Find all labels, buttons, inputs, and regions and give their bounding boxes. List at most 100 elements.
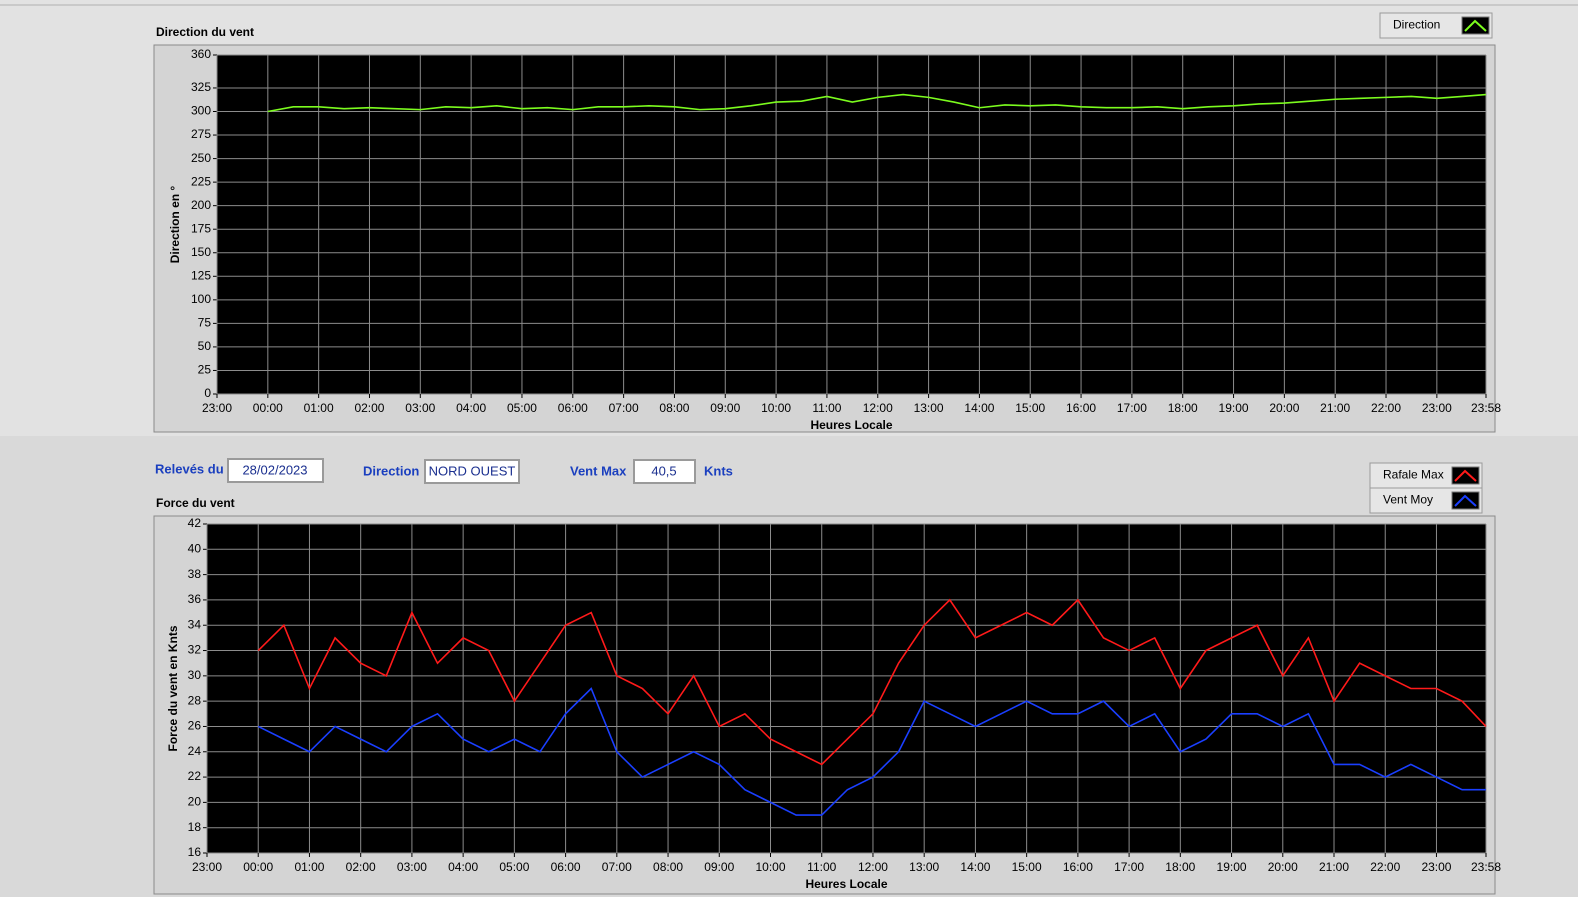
x-tick-label: 21:00 — [1320, 401, 1350, 415]
x-tick-label: 18:00 — [1165, 860, 1195, 874]
y-tick-label: 32 — [188, 643, 202, 657]
x-tick-label: 23:00 — [1422, 401, 1452, 415]
vent-max-value: 40,5 — [651, 463, 676, 478]
x-tick-label: 06:00 — [551, 860, 581, 874]
y-tick-label: 38 — [188, 567, 202, 581]
chart-title: Direction du vent — [156, 25, 254, 39]
y-tick-label: 34 — [188, 617, 202, 631]
x-tick-label: 00:00 — [253, 401, 283, 415]
x-tick-label: 19:00 — [1219, 401, 1249, 415]
x-tick-label: 13:00 — [909, 860, 939, 874]
y-tick-label: 24 — [188, 744, 202, 758]
x-tick-label: 16:00 — [1066, 401, 1096, 415]
x-tick-label: 18:00 — [1168, 401, 1198, 415]
x-tick-label: 11:00 — [807, 860, 836, 874]
y-axis-label: Force du vent en Knts — [166, 625, 180, 751]
x-tick-label: 21:00 — [1319, 860, 1349, 874]
x-tick-label: 19:00 — [1217, 860, 1247, 874]
x-tick-label: 08:00 — [659, 401, 689, 415]
x-tick-label: 00:00 — [243, 860, 273, 874]
x-tick-label: 16:00 — [1063, 860, 1093, 874]
x-tick-label: 23:00 — [202, 401, 232, 415]
x-tick-label: 02:00 — [346, 860, 376, 874]
y-tick-label: 25 — [198, 363, 212, 377]
x-tick-label: 23:58 — [1471, 860, 1501, 874]
x-tick-label: 22:00 — [1371, 401, 1401, 415]
x-tick-label: 03:00 — [405, 401, 435, 415]
plot-area — [217, 55, 1486, 394]
y-tick-label: 28 — [188, 693, 202, 707]
vent-max-label: Vent Max — [570, 463, 627, 478]
x-tick-label: 23:58 — [1471, 401, 1501, 415]
y-tick-label: 150 — [191, 245, 211, 259]
y-tick-label: 40 — [188, 541, 202, 555]
y-tick-label: 225 — [191, 174, 211, 188]
y-tick-label: 50 — [198, 339, 212, 353]
y-tick-label: 26 — [188, 719, 202, 733]
legend-swatch — [1454, 494, 1477, 507]
y-tick-label: 125 — [191, 268, 211, 282]
y-tick-label: 250 — [191, 151, 211, 165]
x-axis-label: Heures Locale — [805, 877, 887, 891]
vent-max-field[interactable] — [633, 459, 696, 484]
direction-value: NORD OUEST — [429, 463, 516, 478]
y-tick-label: 20 — [188, 795, 202, 809]
legend-icon — [1451, 491, 1480, 510]
y-tick-label: 200 — [191, 198, 211, 212]
y-tick-label: 18 — [188, 820, 202, 834]
x-tick-label: 04:00 — [456, 401, 486, 415]
x-tick-label: 07:00 — [602, 860, 632, 874]
date-label: Relevés du — [155, 461, 224, 476]
x-tick-label: 09:00 — [704, 860, 734, 874]
chart-title: Force du vent — [156, 496, 235, 510]
x-tick-label: 08:00 — [653, 860, 683, 874]
x-tick-label: 17:00 — [1117, 401, 1147, 415]
legend-swatch — [1454, 469, 1477, 482]
series-line — [267, 93, 1487, 113]
x-tick-label: 14:00 — [960, 860, 990, 874]
y-tick-label: 22 — [188, 769, 202, 783]
x-tick-label: 17:00 — [1114, 860, 1144, 874]
x-tick-label: 05:00 — [507, 401, 537, 415]
x-tick-label: 06:00 — [558, 401, 588, 415]
y-tick-label: 30 — [188, 668, 202, 682]
y-tick-label: 300 — [191, 104, 211, 118]
legend-swatch — [1464, 19, 1487, 32]
x-tick-label: 10:00 — [761, 401, 791, 415]
y-tick-label: 325 — [191, 80, 211, 94]
y-tick-label: 175 — [191, 221, 211, 235]
legend-icon — [1451, 466, 1480, 485]
x-tick-label: 03:00 — [397, 860, 427, 874]
x-tick-label: 01:00 — [294, 860, 324, 874]
x-tick-label: 07:00 — [609, 401, 639, 415]
x-tick-label: 23:00 — [1421, 860, 1451, 874]
x-tick-label: 09:00 — [710, 401, 740, 415]
y-tick-label: 16 — [188, 845, 202, 859]
x-tick-label: 22:00 — [1370, 860, 1400, 874]
direction-label: Direction — [363, 463, 419, 478]
legend-label: Rafale Max — [1383, 468, 1444, 482]
legend-label: Direction — [1393, 18, 1440, 32]
y-tick-label: 36 — [188, 592, 202, 606]
x-tick-label: 01:00 — [304, 401, 334, 415]
direction-field[interactable] — [424, 459, 520, 484]
x-tick-label: 23:00 — [192, 860, 222, 874]
y-tick-label: 0 — [204, 386, 211, 400]
x-axis-label: Heures Locale — [810, 418, 892, 432]
x-tick-label: 04:00 — [448, 860, 478, 874]
y-axis-label: Direction en ° — [168, 186, 182, 264]
x-tick-label: 10:00 — [755, 860, 785, 874]
plot-area — [207, 524, 1486, 853]
x-tick-label: 05:00 — [499, 860, 529, 874]
y-tick-label: 42 — [188, 516, 202, 530]
legend-icon — [1461, 16, 1490, 35]
x-tick-label: 15:00 — [1012, 860, 1042, 874]
x-tick-label: 11:00 — [812, 401, 841, 415]
x-tick-label: 13:00 — [914, 401, 944, 415]
legend-label: Vent Moy — [1383, 493, 1433, 507]
date-field[interactable] — [227, 458, 324, 483]
date-value: 28/02/2023 — [242, 462, 307, 477]
y-tick-label: 275 — [191, 127, 211, 141]
